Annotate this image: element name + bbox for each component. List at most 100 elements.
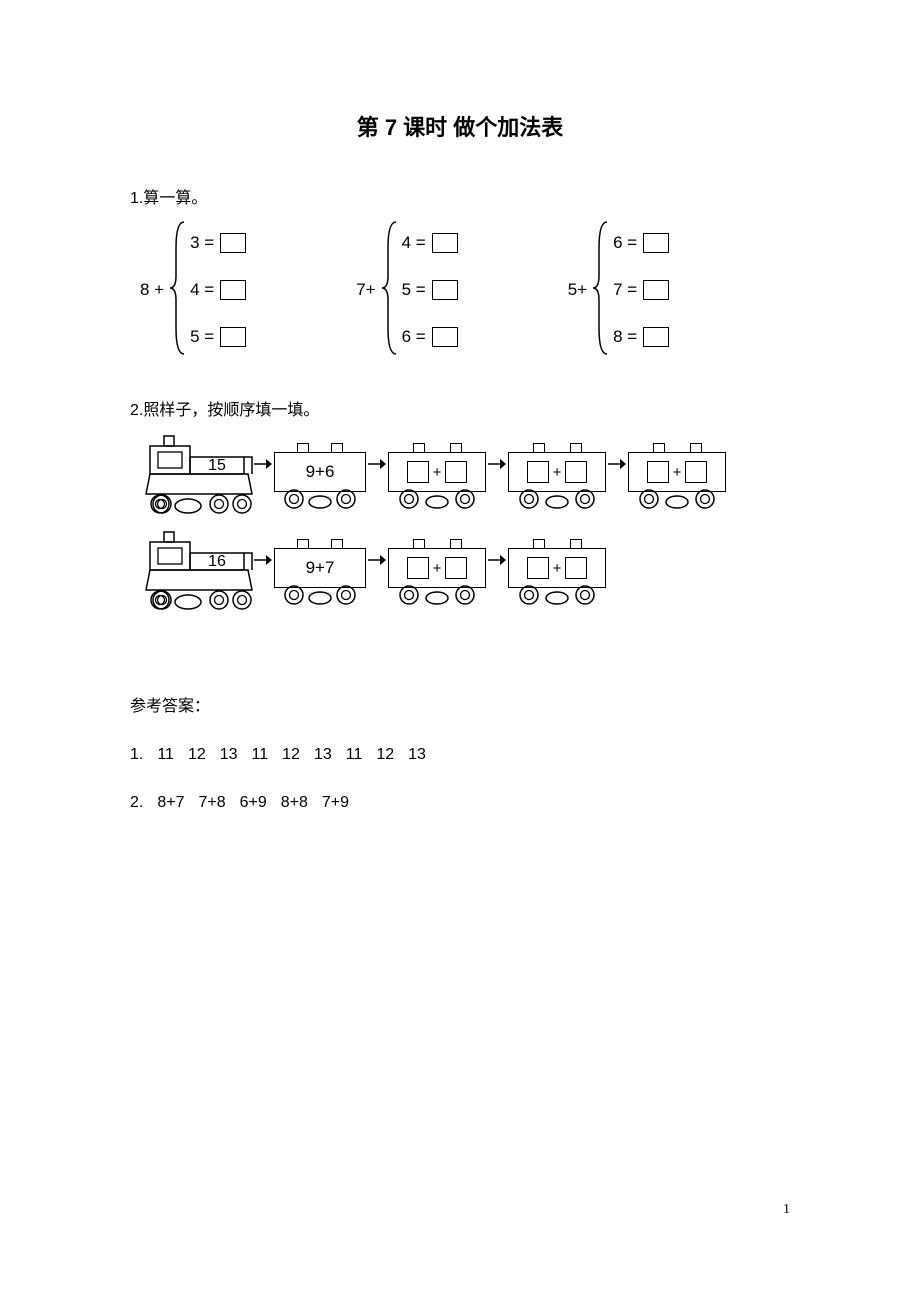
car-body: + (388, 548, 486, 588)
car-body: + (628, 452, 726, 492)
q2-heading: 2.照样子，按顺序填一填。 (130, 396, 790, 420)
left-brace-icon (170, 218, 188, 358)
train-car: + (506, 530, 608, 610)
wheel-icon (639, 489, 659, 514)
arrow-icon (488, 434, 506, 514)
arrow-icon (254, 434, 272, 514)
answer-blank[interactable] (445, 557, 467, 579)
car-wheels (386, 585, 488, 610)
left-brace-icon (593, 218, 611, 358)
page-number: 1 (783, 1202, 790, 1218)
answer-blank[interactable] (220, 327, 246, 347)
answer-blank[interactable] (432, 233, 458, 253)
wheel-icon (399, 489, 419, 514)
svg-text:16: 16 (208, 553, 226, 570)
q1-addend: 5 = (190, 327, 214, 347)
train-row: 15 9+6 + + + (144, 434, 790, 514)
q1-lines: 4 =5 =6 = (402, 233, 458, 347)
wheel-connector-icon (308, 585, 332, 610)
car-bumps (272, 539, 368, 548)
answer-blank[interactable] (643, 327, 669, 347)
answer-blank[interactable] (220, 280, 246, 300)
car-bumps (506, 539, 608, 548)
answer-1-values: 111213111213111213 (157, 746, 440, 764)
q1-equation: 6 = (613, 233, 669, 253)
answer-1-label: 1. (130, 746, 143, 764)
svg-text:15: 15 (208, 457, 226, 474)
q1-addend: 7 = (613, 280, 637, 300)
brace-wrap: 3 =4 =5 = (170, 222, 246, 358)
wheel-icon (519, 489, 539, 514)
q1-addend: 6 = (613, 233, 637, 253)
answer-blank[interactable] (407, 461, 429, 483)
q1-base-number: 8 + (140, 280, 164, 300)
q1-equation: 8 = (613, 327, 669, 347)
answer-blank[interactable] (685, 461, 707, 483)
wheel-connector-icon (545, 489, 569, 514)
train-car: + (626, 434, 728, 514)
left-brace-icon (382, 218, 400, 358)
plus-sign: + (433, 560, 442, 577)
answer-blank[interactable] (647, 461, 669, 483)
car-wheels (506, 585, 608, 610)
q1-addend: 4 = (402, 233, 426, 253)
q1-lines: 3 =4 =5 = (190, 233, 246, 347)
answer-line-2: 2. 8+77+86+98+87+9 (130, 794, 790, 812)
train-engine: 15 (144, 434, 254, 514)
answer-blank[interactable] (220, 233, 246, 253)
car-expression: 9+7 (306, 558, 335, 578)
plus-sign: + (673, 464, 682, 481)
answer-blank[interactable] (407, 557, 429, 579)
answer-blank[interactable] (445, 461, 467, 483)
worksheet-page: 第 7 课时 做个加法表 1.算一算。 8 +3 =4 =5 =7+4 =5 =… (0, 0, 920, 852)
car-bump (570, 539, 582, 548)
answer-line-1: 1. 111213111213111213 (130, 746, 790, 764)
wheel-connector-icon (545, 585, 569, 610)
wheel-icon (399, 585, 419, 610)
q1-group: 7+4 =5 =6 = (356, 222, 458, 358)
answer-2-label: 2. (130, 794, 143, 812)
plus-sign: + (553, 560, 562, 577)
answer-blank[interactable] (565, 461, 587, 483)
arrow-icon (608, 434, 626, 514)
train-engine: 16 (144, 530, 254, 610)
car-wheels (272, 489, 368, 514)
q1-equation: 4 = (402, 233, 458, 253)
answers-heading: 参考答案： (130, 692, 790, 716)
arrow-icon (368, 530, 386, 610)
answer-blank[interactable] (643, 233, 669, 253)
q1-equation: 5 = (190, 327, 246, 347)
q1-equation: 5 = (402, 280, 458, 300)
answer-blank[interactable] (643, 280, 669, 300)
wheel-connector-icon (665, 489, 689, 514)
q1-row: 8 +3 =4 =5 =7+4 =5 =6 =5+6 =7 =8 = (140, 222, 790, 358)
car-bump (570, 443, 582, 452)
train-car: + (506, 434, 608, 514)
wheel-icon (695, 489, 715, 514)
wheel-connector-icon (425, 585, 449, 610)
car-bumps (626, 443, 728, 452)
car-body: + (508, 548, 606, 588)
wheel-icon (284, 585, 304, 610)
answer-blank[interactable] (432, 327, 458, 347)
car-bump (413, 443, 425, 452)
car-body: + (508, 452, 606, 492)
q1-addend: 3 = (190, 233, 214, 253)
answer-blank[interactable] (527, 461, 549, 483)
wheel-icon (519, 585, 539, 610)
car-bump (297, 443, 309, 452)
plus-sign: + (433, 464, 442, 481)
car-bump (331, 443, 343, 452)
answer-blank[interactable] (565, 557, 587, 579)
arrow-icon (488, 530, 506, 610)
car-body: 9+7 (274, 548, 366, 588)
car-bump (533, 443, 545, 452)
q1-group: 8 + 3 =4 =5 = (140, 222, 246, 358)
wheel-icon (575, 585, 595, 610)
answer-blank[interactable] (432, 280, 458, 300)
arrow-icon (368, 434, 386, 514)
car-bump (653, 443, 665, 452)
answer-blank[interactable] (527, 557, 549, 579)
train-car: 9+6 (272, 434, 368, 514)
wheel-connector-icon (425, 489, 449, 514)
